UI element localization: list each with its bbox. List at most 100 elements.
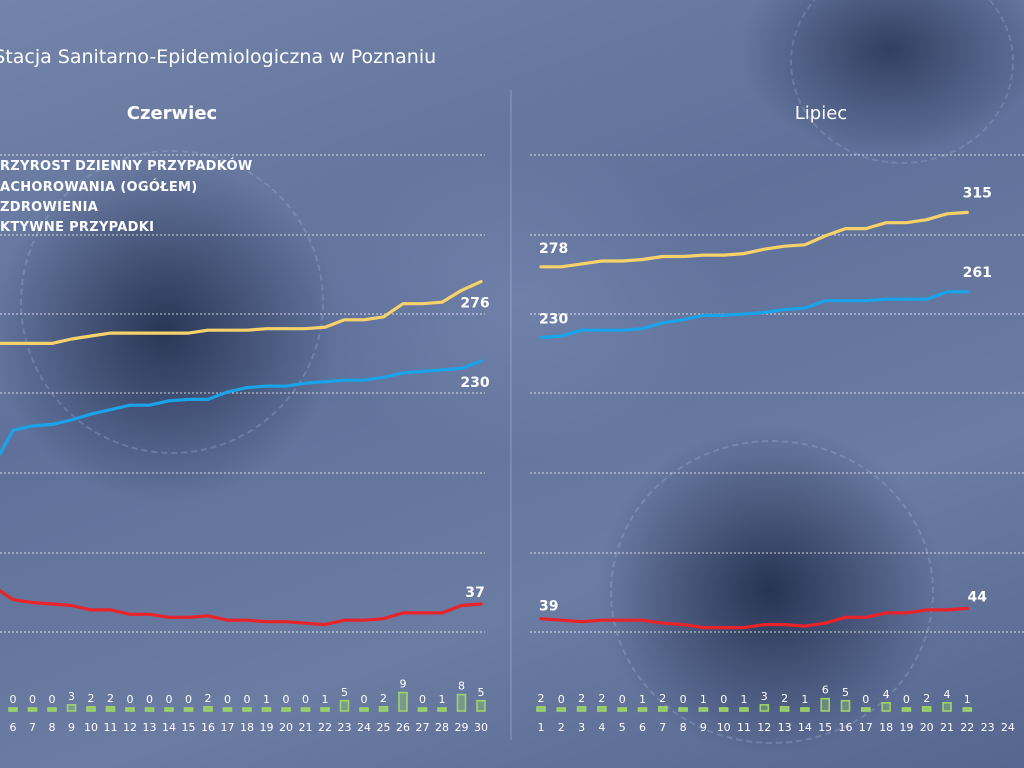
end-label-total-cases-july: 315 bbox=[963, 185, 992, 201]
bar-daily-june-9 bbox=[164, 707, 174, 712]
bar-label-june-11: 2 bbox=[205, 692, 212, 705]
chart-june: 6 7 8 9 10 11 12 13 14 15 16 17 18 19 20 21 22 23 24 25 26 27… bbox=[0, 280, 490, 734]
tick-label-july-11: 11 bbox=[737, 721, 751, 734]
page-header: wa Stacja Sanitarno-Epidemiologiczna w P… bbox=[0, 46, 437, 68]
tick-label-june-26: 26 bbox=[396, 721, 410, 734]
tick-label-july-16: 16 bbox=[839, 721, 853, 734]
tick-label-june-8: 8 bbox=[49, 721, 56, 734]
legend-daily-increase: RZYROST DZIENNY PRZYPADKÓW bbox=[0, 158, 253, 174]
bar-daily-june-10 bbox=[183, 707, 194, 712]
grid-july bbox=[530, 154, 1024, 633]
tick-label-june-9: 9 bbox=[68, 721, 75, 734]
legend-recoveries: ZDROWIENIA bbox=[0, 200, 98, 215]
tick-label-june-14: 14 bbox=[162, 721, 176, 734]
bar-label-july-6: 1 bbox=[639, 693, 646, 706]
bar-label-july-4: 2 bbox=[598, 692, 605, 705]
tick-label-july-15: 15 bbox=[818, 721, 832, 734]
bar-daily-july-2 bbox=[556, 707, 567, 712]
bar-label-june-23: 1 bbox=[439, 693, 446, 706]
virus-image-left bbox=[20, 150, 324, 454]
tick-label-july-10: 10 bbox=[717, 721, 731, 734]
end-label-active-cases-july: 44 bbox=[968, 589, 988, 605]
bar-label-july-22: 1 bbox=[964, 693, 971, 706]
tick-label-june-22: 22 bbox=[318, 721, 332, 734]
bar-label-july-13: 2 bbox=[781, 692, 788, 705]
bar-daily-june-7 bbox=[125, 707, 135, 712]
tick-label-june-30: 30 bbox=[474, 721, 488, 734]
bar-daily-july-20 bbox=[921, 706, 932, 712]
bar-label-june-21: 9 bbox=[400, 678, 407, 691]
bar-daily-june-17 bbox=[320, 707, 330, 712]
chart-july: 1 2 3 4 5 6 7 8 9 10 11 12 13 14 15 16 17 18 19 20 21 22 23 242… bbox=[536, 185, 1015, 734]
title-july: Lipiec bbox=[795, 103, 847, 124]
bar-label-july-21: 4 bbox=[944, 688, 951, 701]
bar-daily-june-14 bbox=[261, 707, 272, 712]
bar-daily-june-15 bbox=[281, 707, 291, 712]
tick-label-july-19: 19 bbox=[899, 721, 913, 734]
bar-label-july-17: 0 bbox=[862, 693, 869, 706]
line-total-cases-july bbox=[539, 210, 969, 269]
bar-daily-june-11 bbox=[203, 706, 213, 712]
bar-daily-june-6 bbox=[105, 706, 116, 712]
tick-label-july-14: 14 bbox=[798, 721, 812, 734]
bar-label-june-15: 0 bbox=[283, 693, 290, 706]
tick-label-june-24: 24 bbox=[357, 721, 371, 734]
line-recoveries-july bbox=[539, 290, 969, 340]
bar-daily-july-21 bbox=[942, 701, 952, 712]
tick-label-june-13: 13 bbox=[143, 721, 157, 734]
bar-daily-july-10 bbox=[718, 707, 729, 712]
bar-daily-july-6 bbox=[637, 707, 648, 712]
tick-label-june-27: 27 bbox=[416, 721, 430, 734]
bar-label-june-24: 8 bbox=[458, 680, 465, 693]
bar-label-july-10: 0 bbox=[720, 693, 727, 706]
tick-label-june-18: 18 bbox=[240, 721, 254, 734]
line-recoveries-june bbox=[0, 359, 483, 456]
tick-label-july-23: 23 bbox=[981, 721, 995, 734]
bar-label-july-12: 3 bbox=[761, 690, 768, 703]
bar-label-june-18: 5 bbox=[341, 686, 348, 699]
tick-label-july-4: 4 bbox=[598, 721, 605, 734]
bar-daily-july-8 bbox=[678, 707, 688, 712]
end-label-active-cases-june: 37 bbox=[465, 585, 484, 601]
bar-daily-july-4 bbox=[597, 706, 607, 712]
bar-daily-june-18 bbox=[339, 699, 350, 712]
tick-label-june-11: 11 bbox=[104, 721, 118, 734]
tick-label-june-21: 21 bbox=[299, 721, 313, 734]
bar-label-june-14: 1 bbox=[263, 693, 270, 706]
tick-label-june-15: 15 bbox=[182, 721, 196, 734]
bar-daily-july-22 bbox=[962, 707, 973, 712]
bar-daily-july-13 bbox=[779, 706, 790, 712]
bar-label-june-20: 2 bbox=[380, 692, 387, 705]
bar-daily-june-5 bbox=[86, 706, 96, 712]
bar-label-june-9: 0 bbox=[166, 693, 173, 706]
bar-label-july-5: 0 bbox=[619, 693, 626, 706]
bar-daily-june-13 bbox=[242, 707, 252, 712]
bar-label-june-7: 0 bbox=[127, 693, 134, 706]
tick-label-june-19: 19 bbox=[260, 721, 274, 734]
bar-daily-june-25 bbox=[476, 699, 486, 712]
end-label-recoveries-june: 230 bbox=[460, 375, 489, 391]
tick-label-july-3: 3 bbox=[578, 721, 585, 734]
bar-label-june-25: 5 bbox=[478, 686, 485, 699]
tick-label-july-7: 7 bbox=[659, 721, 666, 734]
bar-daily-june-3 bbox=[47, 707, 57, 712]
tick-label-july-13: 13 bbox=[778, 721, 792, 734]
start-label-recoveries-july: 230 bbox=[539, 312, 568, 328]
bar-daily-july-1 bbox=[536, 706, 546, 712]
bar-daily-june-22 bbox=[417, 707, 428, 712]
tick-label-july-22: 22 bbox=[960, 721, 974, 734]
tick-label-july-5: 5 bbox=[619, 721, 626, 734]
bar-label-june-2: 0 bbox=[29, 693, 36, 706]
bar-daily-june-24 bbox=[456, 693, 467, 712]
bar-daily-july-12 bbox=[759, 704, 770, 712]
start-label-active-cases-july: 39 bbox=[539, 599, 558, 615]
bar-daily-july-19 bbox=[901, 707, 912, 712]
bar-label-june-12: 0 bbox=[224, 693, 231, 706]
bar-daily-july-16 bbox=[840, 699, 851, 712]
tick-label-july-2: 2 bbox=[558, 721, 565, 734]
start-label-total-cases-july: 278 bbox=[539, 241, 568, 257]
tick-label-june-12: 12 bbox=[123, 721, 137, 734]
grid-june bbox=[0, 154, 485, 633]
bar-daily-july-9 bbox=[698, 707, 709, 712]
